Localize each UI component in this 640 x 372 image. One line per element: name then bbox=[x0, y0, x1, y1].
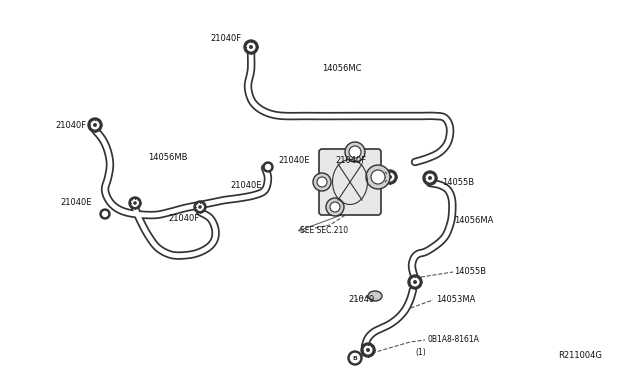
Circle shape bbox=[345, 142, 365, 162]
Circle shape bbox=[371, 170, 385, 184]
Circle shape bbox=[326, 198, 344, 216]
Circle shape bbox=[88, 118, 102, 132]
Circle shape bbox=[102, 212, 108, 217]
Circle shape bbox=[366, 165, 390, 189]
Text: 21040F: 21040F bbox=[55, 121, 86, 129]
Circle shape bbox=[247, 43, 255, 51]
Text: (1): (1) bbox=[415, 347, 426, 356]
Circle shape bbox=[367, 349, 369, 351]
Circle shape bbox=[266, 164, 271, 170]
Circle shape bbox=[351, 353, 360, 363]
Circle shape bbox=[349, 146, 361, 158]
Text: 21040E: 21040E bbox=[60, 198, 92, 206]
Text: 14056MA: 14056MA bbox=[454, 215, 493, 224]
Circle shape bbox=[388, 176, 391, 178]
Text: B: B bbox=[353, 356, 357, 360]
Circle shape bbox=[244, 40, 258, 54]
Circle shape bbox=[199, 206, 201, 208]
Text: 14056MC: 14056MC bbox=[322, 64, 362, 73]
Text: 14053MA: 14053MA bbox=[436, 295, 476, 305]
Circle shape bbox=[317, 177, 327, 187]
Circle shape bbox=[330, 202, 340, 212]
Circle shape bbox=[194, 201, 206, 213]
Circle shape bbox=[263, 162, 273, 172]
Circle shape bbox=[364, 346, 372, 354]
Text: 14055B: 14055B bbox=[442, 177, 474, 186]
Circle shape bbox=[383, 170, 397, 184]
Circle shape bbox=[411, 278, 419, 286]
Circle shape bbox=[348, 351, 362, 365]
Text: 14056MB: 14056MB bbox=[148, 153, 188, 161]
Circle shape bbox=[91, 121, 99, 129]
FancyBboxPatch shape bbox=[319, 149, 381, 215]
Circle shape bbox=[134, 202, 136, 204]
Text: 21040F: 21040F bbox=[335, 155, 366, 164]
Text: 21040E: 21040E bbox=[230, 180, 262, 189]
Circle shape bbox=[361, 343, 375, 357]
Circle shape bbox=[429, 177, 431, 179]
Circle shape bbox=[129, 197, 141, 209]
Circle shape bbox=[100, 209, 110, 219]
Circle shape bbox=[250, 46, 252, 48]
Circle shape bbox=[386, 173, 394, 181]
Text: 14055B: 14055B bbox=[454, 267, 486, 276]
Circle shape bbox=[413, 281, 416, 283]
Text: SEE SEC.210: SEE SEC.210 bbox=[300, 225, 348, 234]
Text: 21049: 21049 bbox=[348, 295, 374, 305]
Circle shape bbox=[408, 275, 422, 289]
Text: 21040F: 21040F bbox=[168, 214, 199, 222]
Ellipse shape bbox=[368, 291, 382, 301]
Text: 21040F: 21040F bbox=[210, 33, 241, 42]
Circle shape bbox=[132, 200, 138, 206]
Circle shape bbox=[313, 173, 331, 191]
Text: 0B1A8-8161A: 0B1A8-8161A bbox=[428, 336, 480, 344]
Circle shape bbox=[426, 174, 434, 182]
Text: 21040E: 21040E bbox=[278, 155, 310, 164]
Circle shape bbox=[196, 204, 204, 210]
Text: R211004G: R211004G bbox=[558, 352, 602, 360]
Circle shape bbox=[93, 124, 96, 126]
Circle shape bbox=[423, 171, 437, 185]
